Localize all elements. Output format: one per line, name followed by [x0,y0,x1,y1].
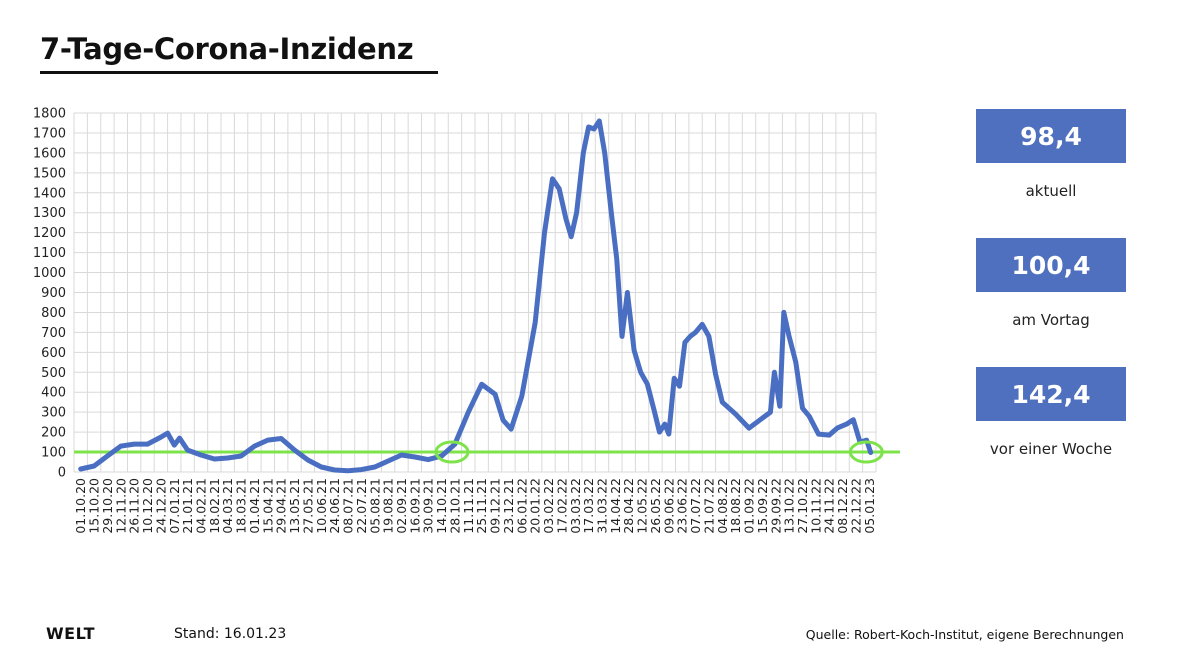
x-tick-label: 24.11.22 [822,478,837,534]
x-tick-label: 11.11.21 [461,478,476,534]
highlight-markers [434,440,884,464]
y-axis-ticks: 0 100 200 300 400 500 600 700 800 900 1000 1100 1200… [33,107,66,481]
x-tick-label: 18.02.21 [207,478,222,534]
x-tick-label: 26.11.20 [127,478,142,534]
x-tick-label: 06.01.22 [514,478,529,534]
x-axis-ticks: 01.10.2015.10.2029.10.2012.11.2026.11.20… [73,478,877,534]
x-tick-label: 26.05.22 [648,478,663,534]
y-tick-label: 600 [41,346,66,361]
kpi-current-value: 98,4 [976,109,1126,163]
x-tick-label: 23.06.22 [675,478,690,534]
x-tick-label: 22.07.21 [354,478,369,534]
x-tick-label: 09.06.22 [661,478,676,534]
x-tick-label: 14.04.22 [608,478,623,534]
chart-title: 7-Tage-Corona-Inzidenz [40,32,414,66]
x-tick-label: 04.02.21 [193,478,208,534]
highlight-circle [848,440,884,464]
x-tick-label: 15.09.22 [755,478,770,534]
kpi-week-ago-value: 142,4 [976,367,1126,421]
x-tick-label: 25.11.21 [474,478,489,534]
x-tick-label: 05.01.23 [862,478,877,534]
x-tick-label: 14.10.21 [434,478,449,534]
x-tick-label: 18.03.21 [234,478,249,534]
kpi-week-ago-label: vor einer Woche [989,440,1113,458]
x-tick-label: 08.12.22 [835,478,850,534]
x-tick-label: 30.09.21 [421,478,436,534]
x-tick-label: 10.06.21 [314,478,329,534]
y-tick-label: 1300 [33,206,66,221]
y-tick-label: 1600 [33,146,66,161]
x-tick-label: 12.05.22 [635,478,650,534]
x-tick-label: 15.10.20 [87,478,102,534]
x-tick-label: 10.11.22 [808,478,823,534]
x-tick-label: 13.05.21 [287,478,302,534]
x-tick-label: 16.09.21 [407,478,422,534]
y-tick-label: 400 [41,386,66,401]
x-tick-label: 02.09.21 [394,478,409,534]
kpi-previous-day-label: am Vortag [1012,311,1090,329]
x-tick-label: 13.10.22 [782,478,797,534]
y-tick-label: 1200 [33,226,66,241]
highlight-circle [434,440,470,464]
x-tick-label: 01.10.20 [73,478,88,534]
x-tick-label: 27.10.22 [795,478,810,534]
y-tick-label: 800 [41,306,66,321]
x-tick-label: 21.07.22 [701,478,716,534]
x-tick-label: 12.11.20 [113,478,128,534]
x-tick-label: 07.01.21 [167,478,182,534]
x-tick-label: 10.12.20 [140,478,155,534]
x-tick-label: 20.01.22 [528,478,543,534]
source-note: Quelle: Robert-Koch-Institut, eigene Ber… [805,627,1124,642]
x-tick-label: 28.04.22 [621,478,636,534]
x-tick-label: 28.10.21 [447,478,462,534]
kpi-current-label: aktuell [1025,182,1077,200]
x-tick-label: 04.08.22 [715,478,730,534]
stand-date: Stand: 16.01.23 [174,626,287,642]
y-tick-label: 1400 [33,186,66,201]
kpi-previous-day-value: 100,4 [976,238,1126,292]
x-tick-label: 24.06.21 [327,478,342,534]
x-tick-label: 22.12.22 [848,478,863,534]
chart-grid [73,112,877,473]
x-tick-label: 09.12.21 [488,478,503,534]
y-tick-label: 900 [41,286,66,301]
y-tick-label: 100 [41,446,66,461]
series-line-incidence [78,118,874,474]
title-underline [40,71,438,74]
x-tick-label: 27.05.21 [300,478,315,534]
x-tick-label: 03.03.22 [568,478,583,534]
x-tick-label: 24.12.20 [153,478,168,534]
y-tick-label: 700 [41,326,66,341]
y-tick-label: 1100 [33,246,66,261]
y-tick-label: 200 [41,426,66,441]
x-tick-label: 08.07.21 [341,478,356,534]
y-tick-label: 1000 [33,266,66,281]
x-tick-label: 23.12.21 [501,478,516,534]
y-tick-label: 1500 [33,166,66,181]
y-tick-label: 1700 [33,126,66,141]
y-tick-label: 1800 [33,107,66,122]
x-tick-label: 04.03.21 [220,478,235,534]
x-tick-label: 21.01.21 [180,478,195,534]
x-tick-label: 15.04.21 [260,478,275,534]
x-tick-label: 18.08.22 [728,478,743,534]
x-tick-label: 17.03.22 [581,478,596,534]
x-tick-label: 01.09.22 [742,478,757,534]
y-tick-label: 500 [41,366,66,381]
y-tick-label: 0 [58,466,66,481]
x-tick-label: 29.10.20 [100,478,115,534]
x-tick-label: 19.08.21 [381,478,396,534]
brand-logo: WELT [46,624,96,643]
x-tick-label: 05.08.21 [367,478,382,534]
x-tick-label: 29.09.22 [768,478,783,534]
x-tick-label: 17.02.22 [554,478,569,534]
x-tick-label: 03.02.22 [541,478,556,534]
x-tick-label: 07.07.22 [688,478,703,534]
y-tick-label: 300 [41,406,66,421]
x-tick-label: 01.04.21 [247,478,262,534]
x-tick-label: 29.04.21 [274,478,289,534]
x-tick-label: 31.03.22 [594,478,609,534]
